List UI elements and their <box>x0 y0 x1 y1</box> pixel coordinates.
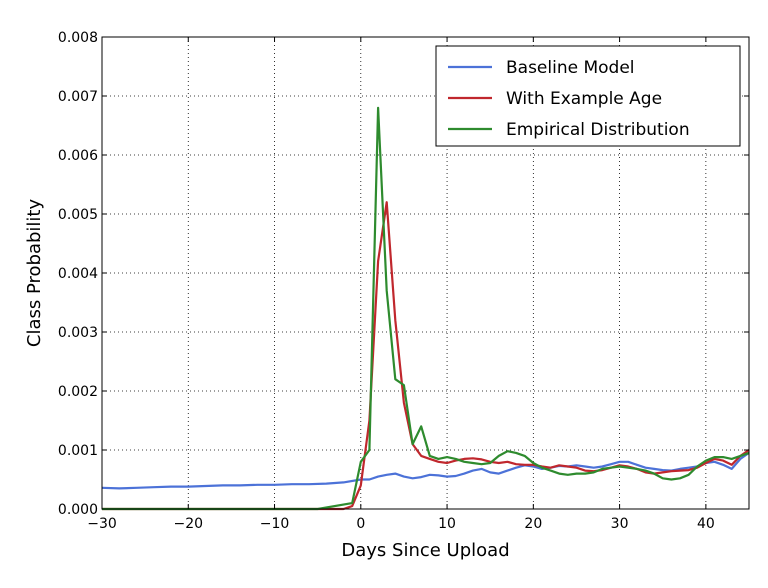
ticks: −30 −20 −10 0 10 20 30 40 0.000 0.001 0.002 0.003 0.… <box>58 30 749 532</box>
x-tick-label: −10 <box>260 516 290 532</box>
series-line-3 <box>102 106 750 511</box>
x-tick-label: −30 <box>87 516 117 532</box>
x-tick-label: 0 <box>356 516 365 532</box>
y-tick-label: 0.006 <box>58 148 98 164</box>
x-axis-label: Days Since Upload <box>341 540 509 561</box>
y-axis-label: Class Probability <box>24 199 45 348</box>
x-tick-label: 10 <box>438 516 456 532</box>
series-line-2 <box>102 201 750 511</box>
x-tick-label: 40 <box>697 516 715 532</box>
legend: Baseline Model With Example Age Empirical … <box>435 45 741 147</box>
series-layer <box>101 106 750 511</box>
y-tick-label: 0.002 <box>58 384 98 400</box>
y-tick-label: 0.003 <box>58 325 98 341</box>
y-tick-label: 0.008 <box>58 30 98 46</box>
y-tick-label: 0.004 <box>58 266 98 282</box>
x-tick-label: −20 <box>173 516 203 532</box>
y-tick-label: 0.007 <box>58 89 98 105</box>
legend-label: Baseline Model <box>506 58 635 78</box>
y-tick-label: 0.005 <box>58 207 98 223</box>
y-tick-label: 0.001 <box>58 443 98 459</box>
x-tick-label: 30 <box>611 516 629 532</box>
x-tick-label: 20 <box>524 516 542 532</box>
legend-label: With Example Age <box>506 89 662 109</box>
series-line-1 <box>101 451 750 490</box>
legend-label: Empirical Distribution <box>506 120 690 140</box>
y-tick-label: 0.000 <box>58 502 98 518</box>
